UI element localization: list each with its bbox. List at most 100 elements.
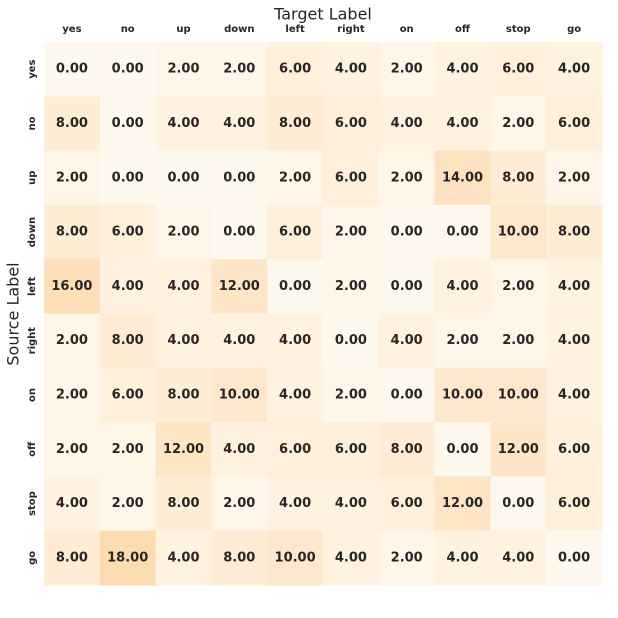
cell-value-label: 8.00: [56, 550, 88, 565]
heatmap-cell: [267, 476, 324, 532]
heatmap-cell: [378, 259, 436, 314]
heatmap-cell: [99, 204, 157, 260]
cell-value-label: 4.00: [446, 62, 478, 77]
cell-value-label: 0.00: [446, 442, 478, 457]
heatmap-cell: [211, 42, 268, 97]
cell-value-label: 2.00: [502, 279, 534, 294]
heatmap-cell: [323, 422, 380, 477]
cell-value-label: 0.00: [167, 170, 199, 185]
cell-value-label: 2.00: [223, 62, 255, 77]
heatmap-cell: [323, 96, 380, 152]
cell-value-label: 6.00: [335, 116, 367, 131]
cell-value-label: 4.00: [223, 442, 255, 457]
heatmap-cell: [155, 259, 212, 314]
cell-value-label: 2.00: [502, 116, 534, 131]
cell-value-label: 4.00: [391, 116, 423, 131]
x-tick-label: yes: [62, 24, 81, 35]
y-tick-label: no: [27, 116, 38, 130]
cell-value-label: 8.00: [223, 550, 255, 565]
heatmap-cell: [155, 42, 212, 97]
cell-value-label: 4.00: [558, 279, 590, 294]
cell-value-label: 2.00: [279, 170, 311, 185]
heatmap-cell: [44, 42, 101, 97]
cell-value-label: 6.00: [558, 116, 590, 131]
cell-value-label: 4.00: [558, 333, 590, 348]
heatmap-cell: [211, 150, 268, 206]
cell-value-label: 2.00: [335, 387, 367, 402]
cell-value-label: 2.00: [167, 62, 199, 77]
y-tick-label: up: [27, 171, 38, 185]
cell-value-label: 2.00: [112, 442, 144, 457]
heatmap-cell: [490, 42, 547, 97]
heatmap-cell: [546, 476, 603, 532]
cell-value-label: 4.00: [279, 387, 311, 402]
cell-value-label: 12.00: [163, 442, 204, 457]
cell-value-label: 0.00: [112, 116, 144, 131]
cell-value-label: 12.00: [498, 442, 539, 457]
heatmap-cell: [490, 313, 547, 369]
heatmap-cell: [99, 42, 157, 97]
heatmap-cell: [490, 96, 547, 152]
cell-value-label: 12.00: [442, 496, 483, 511]
heatmap-cell: [378, 96, 436, 152]
heatmap-cell: [378, 42, 436, 97]
heatmap-cell: [99, 259, 157, 314]
heatmap-cell: [323, 476, 380, 532]
x-tick-label: up: [176, 24, 190, 35]
cell-value-label: 4.00: [223, 333, 255, 348]
cell-value-label: 0.00: [279, 279, 311, 294]
cell-value-label: 0.00: [446, 225, 478, 240]
cell-value-label: 4.00: [446, 116, 478, 131]
y-tick-label: off: [27, 441, 38, 457]
heatmap-cell: [490, 530, 547, 586]
cell-value-label: 8.00: [279, 116, 311, 131]
heatmap-cell: [546, 422, 603, 477]
cell-value-label: 0.00: [335, 333, 367, 348]
cell-value-label: 8.00: [167, 387, 199, 402]
cell-value-label: 2.00: [223, 496, 255, 511]
heatmap-cell: [267, 367, 324, 423]
heatmap-cell: [99, 530, 157, 586]
heatmap-cell: [434, 313, 491, 369]
cell-value-label: 4.00: [558, 62, 590, 77]
heatmap-cell: [490, 476, 547, 532]
heatmap-cell: [267, 313, 324, 369]
cell-value-label: 12.00: [219, 279, 260, 294]
cell-value-label: 0.00: [223, 225, 255, 240]
cell-value-label: 10.00: [219, 387, 260, 402]
heatmap-cell: [211, 530, 268, 586]
y-tick-label: on: [27, 388, 38, 402]
cell-value-label: 4.00: [223, 116, 255, 131]
cell-value-label: 0.00: [391, 387, 423, 402]
heatmap-cell: [267, 42, 324, 97]
y-tick-label: right: [27, 327, 38, 355]
x-axis-label: Target Label: [273, 5, 372, 24]
cell-value-label: 4.00: [279, 496, 311, 511]
y-axis-label: Source Label: [4, 262, 23, 365]
y-tick-label: go: [27, 551, 38, 565]
cell-value-label: 4.00: [279, 333, 311, 348]
heatmap-cell: [211, 96, 268, 152]
heatmap-cell: [211, 422, 268, 477]
cell-value-label: 4.00: [446, 279, 478, 294]
cell-value-label: 4.00: [335, 550, 367, 565]
heatmap-cell: [434, 530, 491, 586]
heatmap-cell: [155, 367, 212, 423]
cell-value-label: 8.00: [167, 496, 199, 511]
cell-value-label: 6.00: [558, 496, 590, 511]
heatmap-cell: [267, 204, 324, 260]
cell-value-label: 2.00: [391, 170, 423, 185]
cell-value-label: 18.00: [107, 550, 148, 565]
cell-value-label: 4.00: [112, 279, 144, 294]
cell-value-label: 10.00: [442, 387, 483, 402]
y-tick-label: left: [27, 276, 38, 296]
heatmap-cell: [99, 367, 157, 423]
cell-value-label: 4.00: [167, 279, 199, 294]
cell-value-label: 0.00: [558, 550, 590, 565]
heatmap-cell: [434, 476, 491, 532]
heatmap-cell: [44, 530, 101, 586]
heatmap-cell: [378, 367, 436, 423]
heatmap-cell: [44, 259, 101, 314]
heatmap-cell: [155, 150, 212, 206]
heatmap-cell: [44, 204, 101, 260]
